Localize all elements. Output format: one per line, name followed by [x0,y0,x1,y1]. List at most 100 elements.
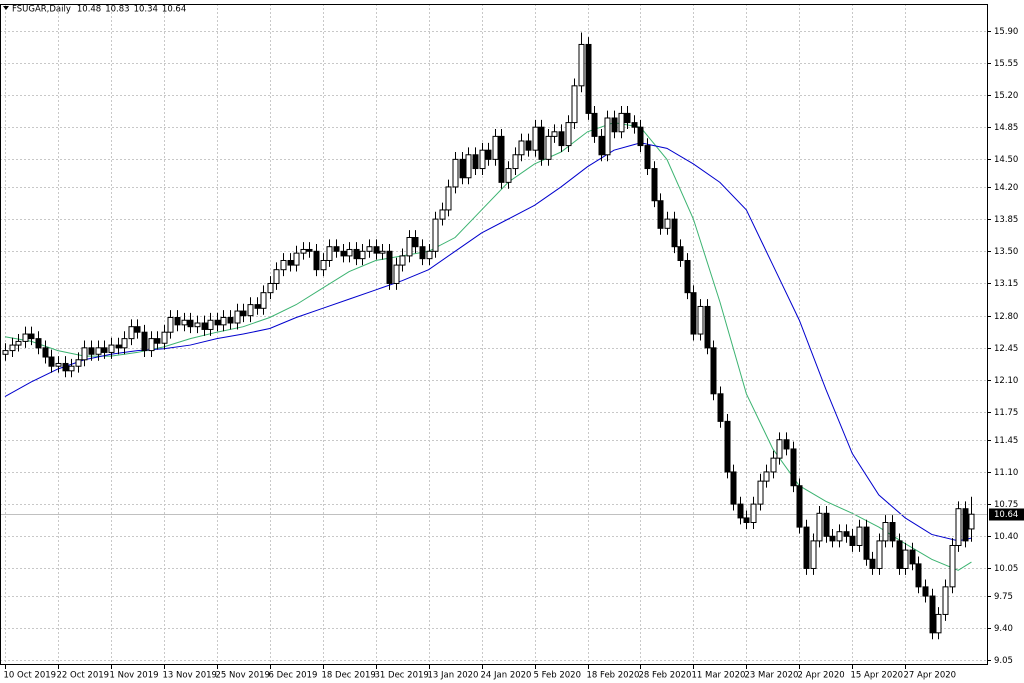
candle-body [366,246,373,252]
y-tick-label: 15.90 [994,27,1018,37]
candle-body [631,122,638,128]
x-tick-label: 13 Jan 2020 [428,671,479,681]
y-tick-label: 11.45 [994,436,1018,446]
candle-body [525,140,532,151]
y-tick-label: 10.05 [994,564,1018,574]
x-tick-label: 1 Nov 2019 [110,671,159,681]
candle-body [267,282,274,294]
candle-body [101,347,108,353]
y-tick-label: 15.55 [994,59,1018,69]
candle-body [9,344,16,352]
y-tick-label: 13.85 [994,215,1018,225]
candle-body [955,508,962,546]
candle-body [472,154,479,170]
candle-body [558,131,565,147]
candle-body [829,535,836,542]
y-tick-label: 10.75 [994,500,1018,510]
candle-body [214,319,221,326]
x-tick-label: 31 Dec 2019 [375,671,429,681]
candle-body [313,250,320,271]
candle-body [902,549,909,569]
candle-body [644,145,651,170]
candle-body [240,310,247,317]
x-tick-label: 18 Dec 2019 [322,671,376,681]
candle-body [220,316,227,326]
candle-body [194,322,201,328]
candle-body [167,316,174,333]
candle-body [479,149,486,170]
y-tick-label: 11.10 [994,468,1018,478]
candle-body [201,322,208,330]
candle-body [571,85,578,124]
candle-body [181,319,188,326]
symbol-menu-icon[interactable] [3,6,9,10]
moving-average-line [4,142,972,542]
x-tick-label: 6 Dec 2019 [269,671,318,681]
candle-body [498,135,505,183]
candle-body [604,117,611,156]
x-tick-label: 13 Nov 2019 [163,671,217,681]
candle-body [445,186,452,211]
candle-body [432,218,439,252]
x-tick-label: 27 Apr 2020 [904,671,957,681]
candle-body [618,112,625,133]
candle-body [869,558,876,569]
candle-body [968,513,975,530]
candle-body [677,246,684,261]
candle-body [717,393,724,422]
candle-body [379,250,386,254]
candle-body [651,168,658,202]
candle-body [585,43,592,114]
candle-body [333,246,340,252]
candle-body [849,535,856,546]
candle-body [876,540,883,569]
candle-body [637,126,644,147]
candle-body [306,248,313,252]
header-ohlc-value: 10.48 [77,5,101,15]
candle-body [810,540,817,569]
candle-body [134,326,141,333]
candle-body [465,154,472,179]
candle-body [935,613,942,634]
y-tick-label: 13.50 [994,247,1018,257]
candle-body [889,522,896,542]
candle-body [863,526,870,560]
candle-body [108,344,115,353]
candle-body [671,218,678,248]
y-tick-label: 12.80 [994,312,1018,322]
candle-body [88,347,95,355]
header-ohlc-value: 10.83 [105,5,129,15]
candle-body [154,338,161,344]
candle-body [22,333,29,342]
candle-body [730,471,737,505]
candle-body [254,304,261,309]
candle-body [690,292,697,335]
candle-body [816,512,823,542]
candle-body [260,292,267,309]
candle-body [856,526,863,546]
candle-body [247,304,254,317]
x-tick-label: 10 Oct 2019 [4,671,57,681]
candle-body [161,331,168,344]
y-tick-label: 11.75 [994,408,1018,418]
candle-body [2,350,9,355]
y-tick-label: 10.40 [994,532,1018,542]
candle-body [512,154,519,170]
header-ohlc-value: 10.34 [134,5,158,15]
x-tick-label: 11 Mar 2020 [692,671,746,681]
candle-body [697,305,704,335]
candle-body [750,503,757,524]
candle-body [121,338,128,349]
candle-body [320,259,327,271]
candle-body [790,448,797,487]
candle-body [293,252,300,266]
moving-average-line [4,122,972,571]
x-tick-label: 5 Feb 2020 [534,671,582,681]
candle-body [803,526,810,569]
y-tick-label: 13.15 [994,279,1018,289]
candle-body [565,122,572,147]
candle-body [326,246,333,261]
candle-body [115,344,122,349]
